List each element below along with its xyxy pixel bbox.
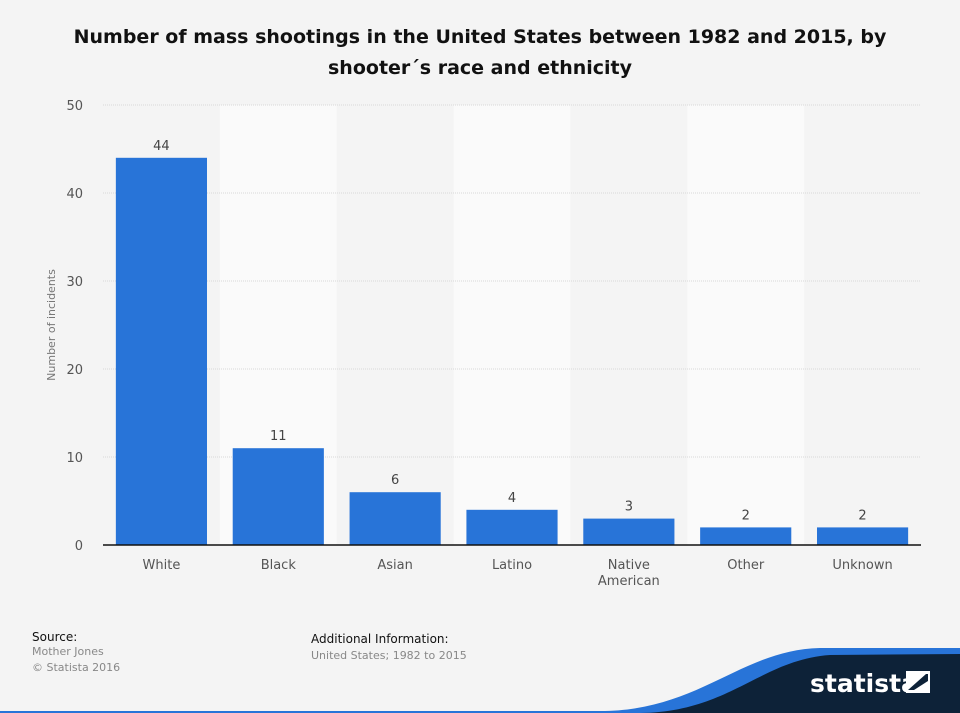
bar xyxy=(115,157,208,546)
additional-info-block: Additional Information: United States; 1… xyxy=(311,632,467,664)
additional-info-text: United States; 1982 to 2015 xyxy=(311,649,467,662)
source-block: Source: Mother Jones © Statista 2016 xyxy=(32,630,120,676)
x-tick-label: Other xyxy=(727,558,765,573)
x-tick-label: Black xyxy=(261,558,297,573)
data-label: 44 xyxy=(153,139,170,154)
x-tick-label-line: Other xyxy=(727,558,765,573)
data-label: 4 xyxy=(508,491,516,506)
statista-logo: statista xyxy=(0,648,960,713)
x-tick-label-line: Unknown xyxy=(832,558,892,573)
y-tick-label: 30 xyxy=(66,275,83,290)
source-name[interactable]: Mother Jones xyxy=(32,645,104,658)
column-band xyxy=(687,105,805,545)
bar xyxy=(700,527,792,545)
x-tick-label: Latino xyxy=(492,558,532,573)
additional-info-label: Additional Information: xyxy=(311,632,449,646)
data-label: 11 xyxy=(270,429,287,444)
data-label: 2 xyxy=(742,508,750,523)
data-label: 6 xyxy=(391,473,399,488)
y-axis-ticks: 0 10 20 30 40 50 xyxy=(66,99,83,554)
logo-text: statista xyxy=(810,669,918,698)
x-tick-label-line: Latino xyxy=(492,558,532,573)
y-tick-label: 0 xyxy=(75,539,83,554)
chart-title: Number of mass shootings in the United S… xyxy=(40,22,920,84)
y-tick-label: 10 xyxy=(66,451,83,466)
bars xyxy=(115,157,909,546)
chart-title-line-2: shooter´s race and ethnicity xyxy=(328,57,632,79)
y-tick-label: 40 xyxy=(66,187,83,202)
x-tick-label: Unknown xyxy=(832,558,892,573)
x-tick-label: Asian xyxy=(377,558,412,573)
data-label: 2 xyxy=(858,508,866,523)
x-tick-label: White xyxy=(143,558,181,573)
y-axis-label: Number of incidents xyxy=(45,269,58,381)
source-label: Source: xyxy=(32,630,78,644)
logo-dark-swoosh xyxy=(640,654,960,713)
y-tick-label: 50 xyxy=(66,99,83,114)
x-tick-label-line: Black xyxy=(261,558,297,573)
chart-title-line-1: Number of mass shootings in the United S… xyxy=(73,26,887,48)
bar xyxy=(816,527,909,545)
data-label: 3 xyxy=(625,500,633,515)
copyright: © Statista 2016 xyxy=(32,661,121,674)
x-tick-label-line: White xyxy=(143,558,181,573)
logo-mark-icon xyxy=(906,671,930,693)
x-axis-ticks: White Black Asian Latino Native American Other… xyxy=(143,558,893,589)
x-tick-label-line: American xyxy=(598,574,660,589)
x-tick-label-line: Native xyxy=(608,558,650,573)
bar xyxy=(583,518,675,545)
y-tick-label: 20 xyxy=(66,363,83,378)
x-tick-label-line: Asian xyxy=(377,558,412,573)
bar xyxy=(232,448,324,545)
column-band xyxy=(453,105,571,545)
data-labels: 44 11 6 4 3 2 2 xyxy=(153,139,867,524)
x-tick-label: Native American xyxy=(598,558,660,589)
bar xyxy=(466,509,558,545)
bar xyxy=(349,492,441,545)
